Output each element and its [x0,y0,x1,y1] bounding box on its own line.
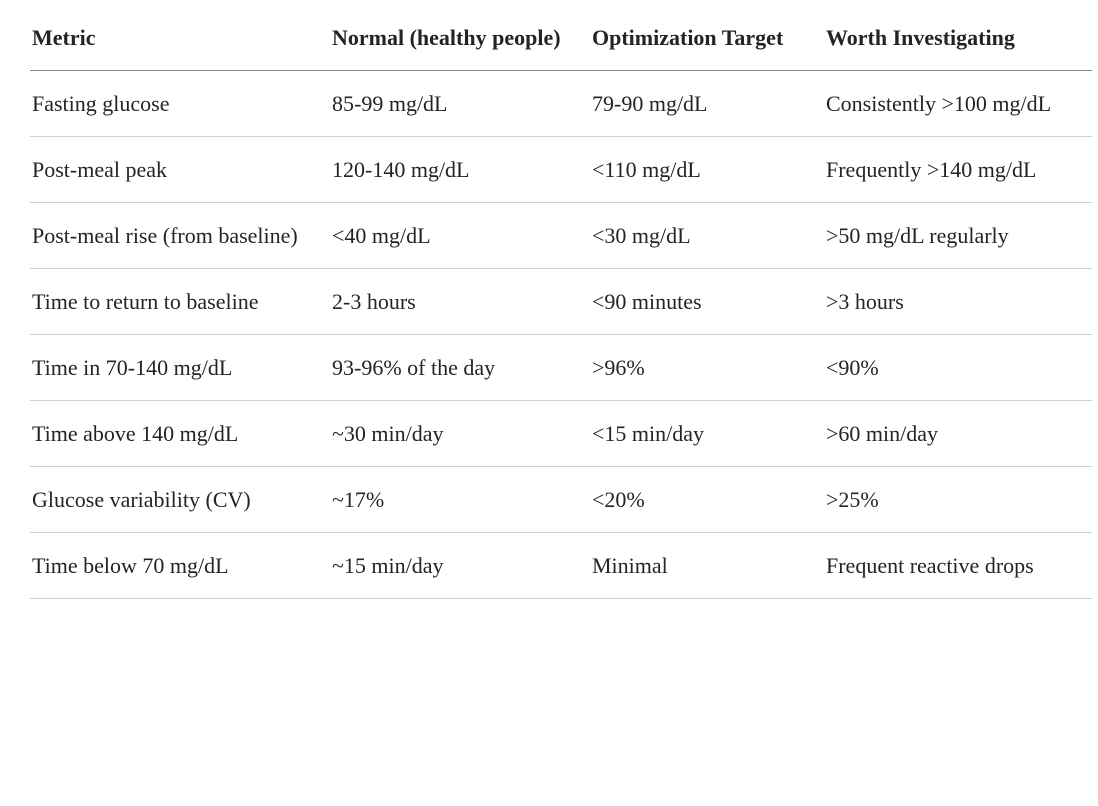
table-cell: 85-99 mg/dL [330,70,590,137]
table-cell: >3 hours [824,268,1092,335]
table-cell: Post-meal rise (from baseline) [30,202,330,269]
table-cell: Frequently >140 mg/dL [824,136,1092,203]
table-cell: 79-90 mg/dL [590,70,824,137]
table-cell: <90% [824,334,1092,401]
table-cell: Glucose variability (CV) [30,466,330,533]
table-cell: >60 min/day [824,400,1092,467]
header-cell: Normal (healthy people) [330,0,590,71]
table-cell: Minimal [590,532,824,599]
table-header: Metric Normal (healthy people) Optimizatio… [30,0,1092,71]
table-cell: >50 mg/dL regularly [824,202,1092,269]
table-cell: Consistently >100 mg/dL [824,70,1092,137]
table-cell: <110 mg/dL [590,136,824,203]
table-cell: 93-96% of the day [330,334,590,401]
table-cell: ~15 min/day [330,532,590,599]
table-cell: >25% [824,466,1092,533]
table-cell: Time to return to baseline [30,268,330,335]
table-cell: Time above 140 mg/dL [30,400,330,467]
table-cell: >96% [590,334,824,401]
header-row: Metric Normal (healthy people) Optimizatio… [30,0,1092,71]
table-cell: Post-meal peak [30,136,330,203]
table-cell: <20% [590,466,824,533]
table-cell: Fasting glucose [30,70,330,137]
table-row: Post-meal rise (from baseline) <40 mg/dL <… [30,202,1092,269]
table-cell: ~30 min/day [330,400,590,467]
table-cell: <15 min/day [590,400,824,467]
table-cell: ~17% [330,466,590,533]
table-cell: 120-140 mg/dL [330,136,590,203]
table-row: Time above 140 mg/dL ~30 min/day <15 min/d… [30,400,1092,467]
table-row: Time below 70 mg/dL ~15 min/day Minimal Fre… [30,532,1092,599]
table-row: Fasting glucose 85-99 mg/dL 79-90 mg/dL Con… [30,70,1092,137]
table-row: Glucose variability (CV) ~17% <20% >25% [30,466,1092,533]
table-cell: <30 mg/dL [590,202,824,269]
table-cell: Frequent reactive drops [824,532,1092,599]
table-row: Time in 70-140 mg/dL 93-96% of the day >96… [30,334,1092,401]
table-cell: Time in 70-140 mg/dL [30,334,330,401]
table-row: Post-meal peak 120-140 mg/dL <110 mg/dL Fre… [30,136,1092,203]
header-cell: Worth Investigating [824,0,1092,71]
table-row: Time to return to baseline 2-3 hours <90 m… [30,268,1092,335]
header-cell: Metric [30,0,330,71]
header-cell: Optimization Target [590,0,824,71]
table-cell: 2-3 hours [330,268,590,335]
glucose-table: Metric Normal (healthy people) Optimizatio… [30,0,1092,599]
table-cell: <40 mg/dL [330,202,590,269]
table-body: Fasting glucose 85-99 mg/dL 79-90 mg/dL Con… [30,70,1092,599]
table-cell: Time below 70 mg/dL [30,532,330,599]
table-cell: <90 minutes [590,268,824,335]
